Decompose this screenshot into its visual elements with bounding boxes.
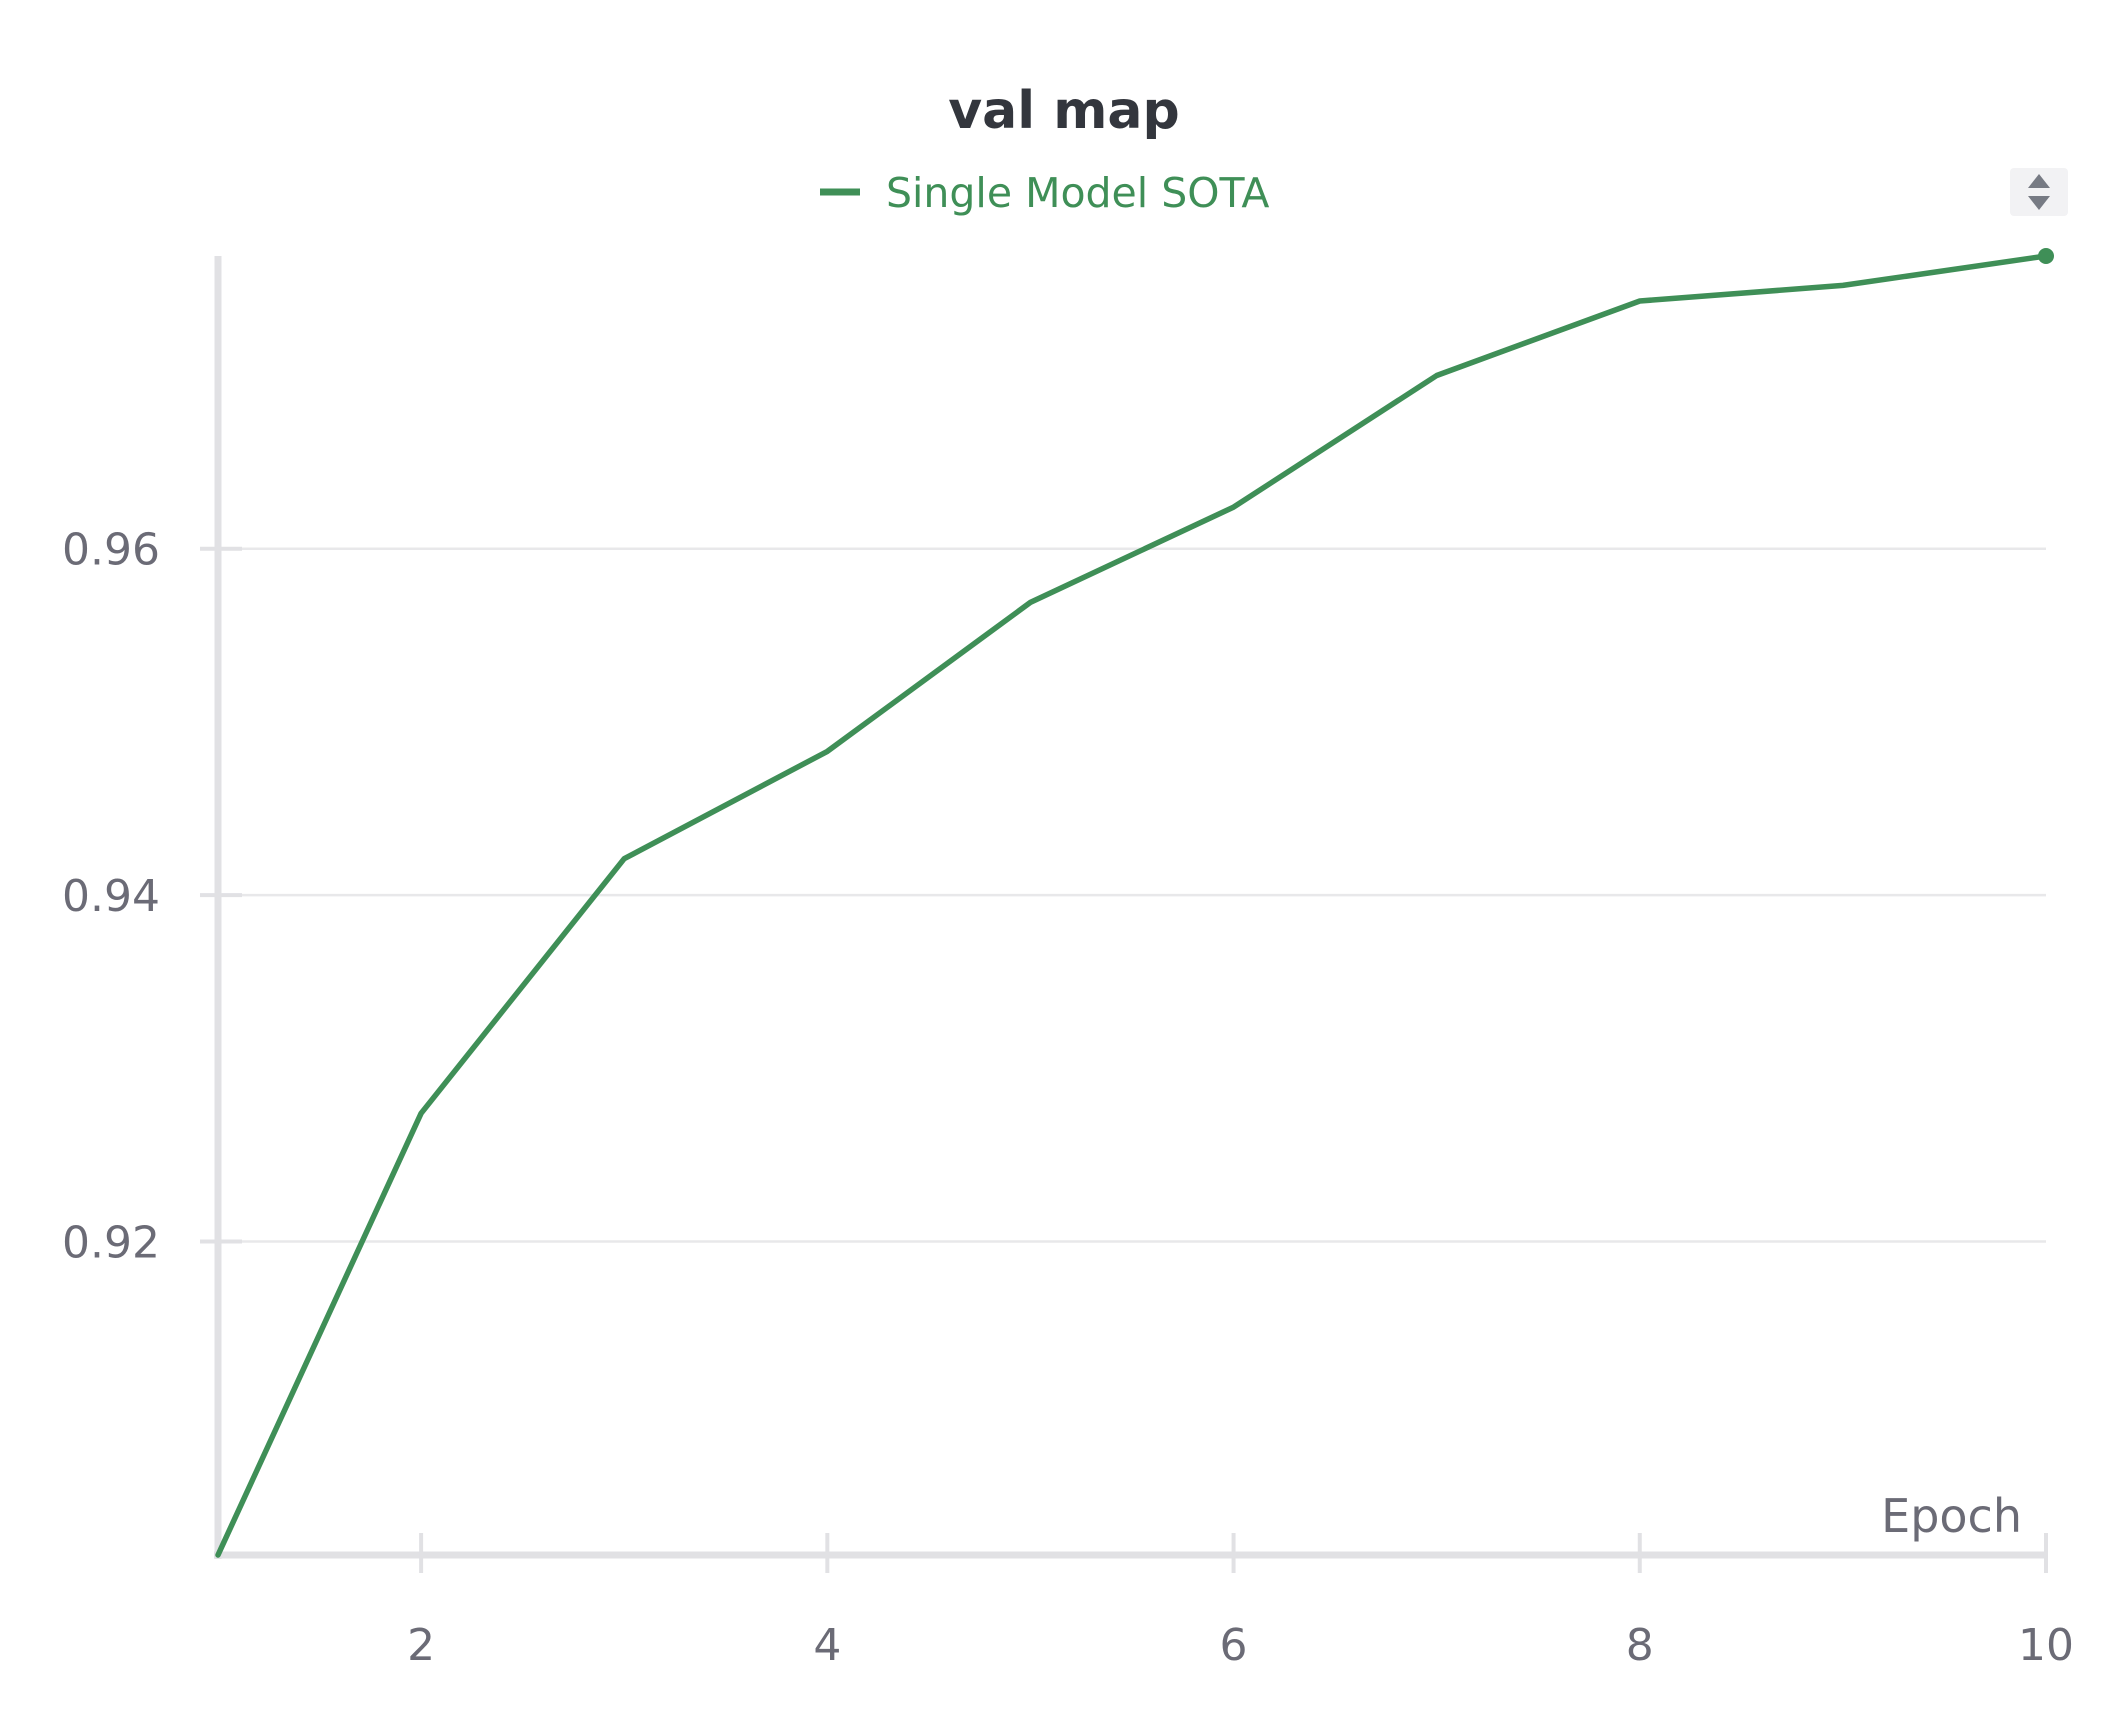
y-tick-label: 0.96 bbox=[62, 525, 160, 576]
x-tick-label: 4 bbox=[813, 1620, 841, 1671]
sort-arrows-icon[interactable] bbox=[2010, 168, 2068, 216]
series-layer bbox=[215, 248, 2054, 1558]
legend[interactable]: Single Model SOTA bbox=[820, 169, 1269, 217]
x-axis-label: Epoch bbox=[1881, 1489, 2022, 1543]
y-tick-label: 0.94 bbox=[62, 871, 160, 922]
x-tick-label: 10 bbox=[2018, 1620, 2074, 1671]
series-line bbox=[215, 253, 2049, 1558]
chart-title: val map bbox=[948, 81, 1179, 141]
grid-lines bbox=[218, 547, 2046, 1243]
y-tick-label: 0.92 bbox=[62, 1218, 160, 1269]
x-tick-label: 2 bbox=[407, 1620, 435, 1671]
legend-label: Single Model SOTA bbox=[886, 169, 1269, 217]
tick-labels: 0.92 0.94 0.96 2 4 6 8 10 bbox=[62, 525, 2074, 1671]
x-tick-label: 6 bbox=[1220, 1620, 1248, 1671]
data-point bbox=[2038, 248, 2054, 264]
axes bbox=[200, 256, 2048, 1573]
x-tick-label: 8 bbox=[1626, 1620, 1654, 1671]
